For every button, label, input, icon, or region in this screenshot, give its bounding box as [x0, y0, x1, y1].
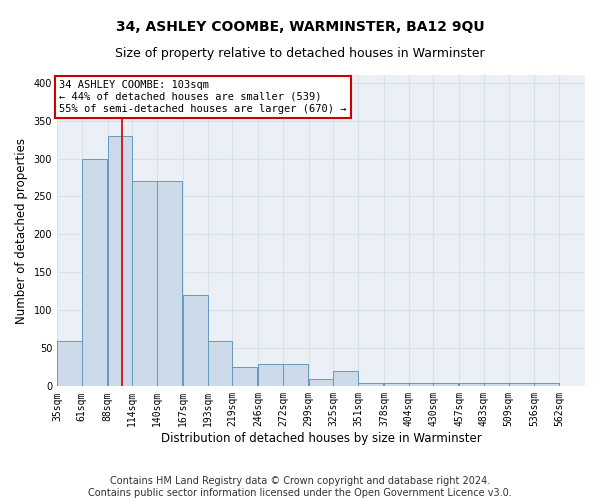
Bar: [484, 384, 509, 386]
Bar: [232, 368, 257, 386]
Bar: [509, 384, 533, 386]
Bar: [535, 384, 559, 386]
Text: Contains HM Land Registry data © Crown copyright and database right 2024.
Contai: Contains HM Land Registry data © Crown c…: [88, 476, 512, 498]
Bar: [384, 384, 409, 386]
Text: 34 ASHLEY COOMBE: 103sqm
← 44% of detached houses are smaller (539)
55% of semi-: 34 ASHLEY COOMBE: 103sqm ← 44% of detach…: [59, 80, 346, 114]
Bar: [334, 371, 358, 386]
X-axis label: Distribution of detached houses by size in Warminster: Distribution of detached houses by size …: [161, 432, 481, 445]
Bar: [258, 364, 283, 386]
Bar: [133, 182, 157, 386]
Text: 34, ASHLEY COOMBE, WARMINSTER, BA12 9QU: 34, ASHLEY COOMBE, WARMINSTER, BA12 9QU: [116, 20, 484, 34]
Bar: [283, 364, 308, 386]
Bar: [57, 341, 82, 386]
Bar: [459, 384, 484, 386]
Bar: [157, 182, 182, 386]
Bar: [208, 341, 232, 386]
Bar: [409, 384, 433, 386]
Bar: [433, 384, 458, 386]
Bar: [183, 295, 208, 386]
Bar: [358, 384, 383, 386]
Bar: [82, 158, 107, 386]
Bar: [107, 136, 133, 386]
Text: Size of property relative to detached houses in Warminster: Size of property relative to detached ho…: [115, 48, 485, 60]
Y-axis label: Number of detached properties: Number of detached properties: [15, 138, 28, 324]
Bar: [308, 378, 334, 386]
